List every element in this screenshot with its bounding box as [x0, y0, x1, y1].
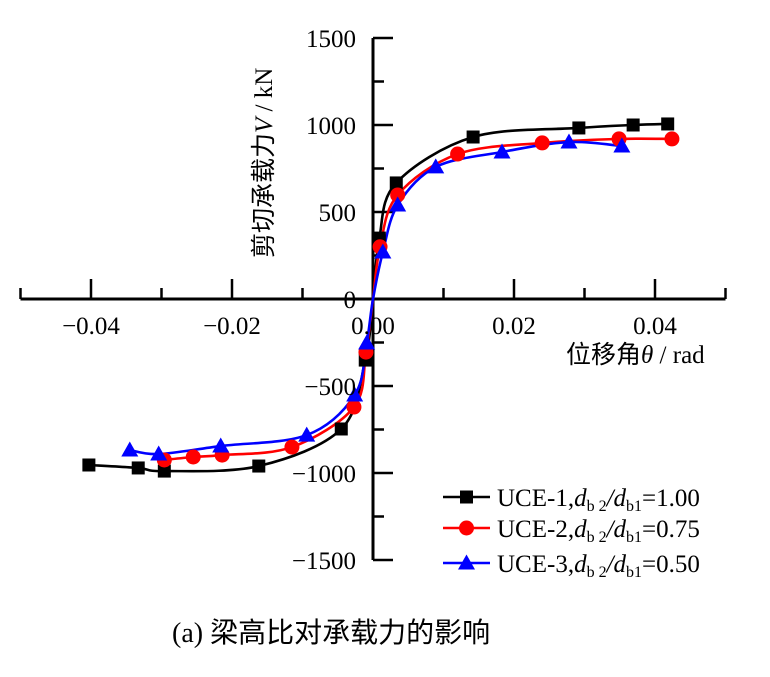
x-axis-title-unit: / rad: [653, 342, 705, 369]
legend-text-part: =0.50: [642, 551, 700, 578]
data-point-uce-2: [664, 131, 680, 147]
legend-text-part: d: [574, 485, 587, 512]
data-point-uce-3: [121, 441, 139, 457]
legend-marker-uce-3: [458, 554, 475, 570]
x-tick-label: 0.00: [351, 313, 395, 340]
markers: [82, 117, 680, 478]
legend-text-part: d: [574, 551, 587, 578]
data-point-uce-3: [493, 143, 511, 159]
data-point-uce-3: [389, 196, 407, 212]
legend-marker-uce-1: [460, 490, 473, 504]
data-point-uce-1: [626, 118, 640, 132]
y-axis-title-unit: / kN: [251, 68, 278, 118]
legend-text-part: d: [574, 516, 587, 543]
legend-text-part: /: [605, 485, 616, 512]
figure-caption: (a) 梁高比对承载力的影响: [172, 617, 490, 649]
data-point-uce-1: [334, 422, 348, 436]
legend-text-part: UCE-1,: [497, 485, 574, 512]
y-tick-label: 1500: [306, 26, 356, 53]
y-tick-label: 500: [319, 200, 357, 227]
data-point-uce-1: [131, 461, 145, 475]
legend-label-uce-3: UCE-3,db 2/db1=0.50: [497, 551, 700, 581]
legend-text-part: d: [614, 551, 627, 578]
legend-text-part: b 2: [587, 498, 607, 515]
data-point-uce-1: [572, 121, 586, 135]
data-point-uce-2: [390, 187, 406, 203]
data-point-uce-3: [212, 437, 230, 453]
x-tick-label: 0.02: [492, 313, 536, 340]
y-tick-label: −1000: [292, 461, 356, 488]
legend-text-part: b1: [626, 498, 642, 515]
data-point-uce-1: [466, 130, 480, 144]
legend-label-uce-2: UCE-2,db 2/db1=0.75: [497, 516, 700, 546]
legend-label-uce-1: UCE-1,db 2/db1=1.00: [497, 485, 700, 515]
data-point-uce-1: [252, 459, 266, 473]
x-tick-label: 0.04: [633, 313, 677, 340]
legend-text-part: /: [605, 516, 616, 543]
legend-text-part: /: [605, 551, 616, 578]
y-tick-label: 0: [344, 287, 357, 314]
data-point-uce-3: [427, 158, 445, 174]
legend-text-part: UCE-2,: [497, 516, 574, 543]
x-axis-title-prefix: 位移角: [566, 341, 641, 369]
legend-text-part: =1.00: [642, 485, 700, 512]
x-tick-label: −0.04: [62, 313, 120, 340]
legend-text-part: =0.75: [642, 516, 700, 543]
legend-text-part: b 2: [587, 529, 607, 546]
legend-marker-uce-2: [459, 520, 474, 536]
x-tick-label: −0.02: [203, 313, 261, 340]
x-axis-title: 位移角θ / rad: [566, 341, 705, 369]
data-point-uce-1: [389, 176, 403, 190]
y-axis-title-prefix: 剪切承载力: [250, 133, 278, 258]
data-point-uce-1: [82, 458, 96, 472]
data-point-uce-2: [450, 146, 466, 162]
data-point-uce-2: [185, 449, 201, 465]
tick-labels: −0.04 −0.02 0.00 0.02 0.04 1500 1000 500 0 −500 −1…: [62, 26, 677, 575]
legend-text-part: UCE-3,: [497, 551, 574, 578]
data-point-uce-3: [346, 386, 364, 402]
y-tick-label: −500: [304, 374, 356, 401]
data-point-uce-1: [661, 117, 675, 131]
data-point-uce-3: [358, 334, 376, 350]
data-point-uce-3: [298, 426, 316, 442]
data-point-uce-2: [534, 135, 550, 151]
legend-text-part: b1: [626, 529, 642, 546]
y-tick-label: 1000: [306, 113, 356, 140]
data-point-uce-3: [150, 445, 168, 461]
legend-text-part: d: [614, 485, 627, 512]
data-point-uce-1: [157, 464, 171, 478]
y-axis-title-symbol: V: [251, 115, 278, 133]
legend-text-part: b 2: [587, 564, 607, 581]
y-tick-label: −1500: [292, 548, 356, 575]
data-point-uce-3: [613, 137, 631, 153]
data-point-uce-2: [284, 439, 300, 455]
legend-text-part: d: [614, 516, 627, 543]
x-axis-title-symbol: θ: [641, 342, 653, 369]
y-axis-title: 剪切承载力V / kN: [250, 68, 278, 258]
legend-text-part: b1: [626, 564, 642, 581]
data-point-uce-3: [560, 133, 578, 149]
data-point-uce-2: [346, 399, 362, 415]
data-point-uce-3: [374, 243, 392, 259]
